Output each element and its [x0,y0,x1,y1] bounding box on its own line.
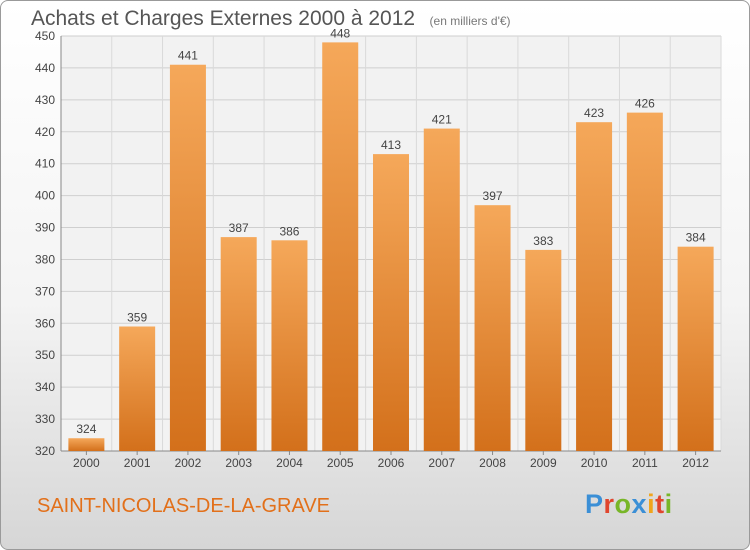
bar [525,249,562,451]
y-tick-label: 420 [35,125,55,139]
x-tick-label: 2006 [378,456,405,470]
unit-note: (en milliers d'€) [429,14,511,28]
location-name: SAINT-NICOLAS-DE-LA-GRAVE [37,495,331,517]
y-tick-label: 400 [35,189,55,203]
bar-value-label: 384 [686,231,706,245]
y-tick-label: 410 [35,157,55,171]
x-tick-label: 2010 [581,456,608,470]
y-tick-label: 390 [35,221,55,235]
x-tick-label: 2005 [327,456,354,470]
bar [119,326,156,451]
bar-value-label: 423 [584,106,604,120]
bar-value-label: 387 [229,221,249,235]
bar [423,128,460,452]
bar [220,237,257,451]
x-tick-label: 2003 [225,456,252,470]
y-tick-label: 380 [35,252,55,266]
bar-value-label: 421 [432,113,452,127]
logo-letter: P [585,489,604,519]
logo-letter: i [664,489,673,519]
bar [373,154,409,451]
bar-value-label: 441 [178,49,198,63]
bar-value-label: 426 [635,97,655,111]
bar [677,246,714,451]
bar-value-label: 386 [279,224,299,238]
bar-value-label: 448 [330,26,350,40]
y-tick-label: 440 [35,61,55,75]
logo-letter: x [631,489,648,519]
x-tick-label: 2009 [530,456,557,470]
bar-value-label: 397 [483,189,503,203]
bar [271,240,308,451]
x-tick-label: 2012 [682,456,709,470]
x-tick-label: 2007 [428,456,455,470]
bar [322,42,359,452]
bar [474,205,511,451]
y-tick-label: 340 [35,380,55,394]
chart-title: Achats et Charges Externes 2000 à 2012 (… [31,7,511,31]
x-tick-label: 2000 [73,456,100,470]
x-tick-label: 2008 [479,456,506,470]
y-tick-label: 320 [35,444,55,458]
x-tick-label: 2002 [175,456,202,470]
axes: 320 330 340 350 360 370 380 390 400 410 420 430 440 4… [35,29,721,470]
bar-value-label: 413 [381,138,401,152]
data-labels: 324 359 441 387 386 448 413 421 397 383 423 426 384 [76,26,706,436]
y-tick-label: 330 [35,412,55,426]
bar [169,64,206,451]
bars [68,42,714,452]
x-tick-label: 2001 [124,456,151,470]
bar-value-label: 324 [76,422,96,436]
x-tick-label: 2011 [632,456,658,470]
bar [626,112,663,451]
x-tick-label: 2004 [276,456,303,470]
proxiti-logo: Proxiti [585,489,673,520]
logo-letter: o [614,489,632,519]
bar-value-label: 359 [127,311,147,325]
bar-value-label: 383 [533,234,553,248]
y-tick-label: 450 [35,29,55,43]
bar [68,438,105,451]
logo-letter: r [603,489,615,519]
bar [576,122,613,451]
y-tick-label: 430 [35,93,55,107]
logo-letter: t [655,489,665,519]
title-text: Achats et Charges Externes 2000 à 2012 [31,7,416,30]
y-tick-label: 360 [35,316,55,330]
y-tick-label: 370 [35,284,55,298]
y-tick-label: 350 [35,348,55,362]
logo-letter: i [647,489,656,519]
